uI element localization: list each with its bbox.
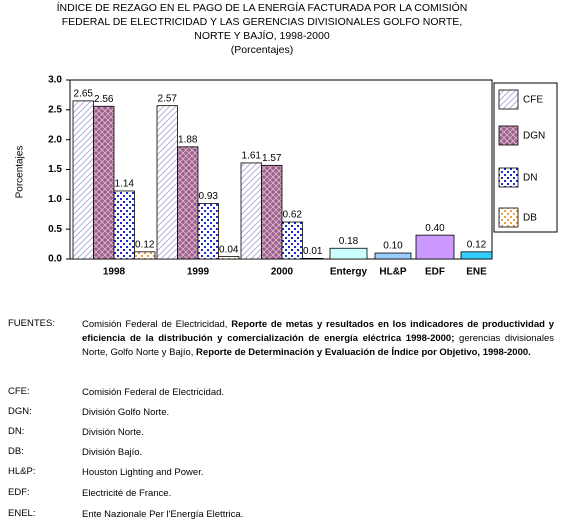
value-label: 2.56 [94,94,114,105]
note-label: DN: [8,426,25,437]
value-label: 0.93 [199,191,219,202]
note-part: Electricité de France. [82,488,172,499]
x-tick-label: 1998 [103,267,126,278]
legend-label: DN [523,173,537,184]
legend [493,82,558,233]
note-text: División Bajío. [82,446,554,460]
note-part: gerencias divisionales Norte, Golfo Nort… [82,333,554,358]
y-tick-label: 1.5 [48,164,62,175]
note-label: EDF: [8,487,30,498]
value-label: 0.12 [135,239,155,250]
chart: Porcentajes ÍNDICE DE REZAGO EN EL PAGO … [15,1,558,278]
note-text: Houston Lighting and Power. [82,466,554,480]
chart-title: ÍNDICE DE REZAGO EN EL PAGO DE LA ENERGÍ… [57,1,468,14]
note-label: FUENTES: [8,318,55,329]
note-part: Houston Lighting and Power. [82,467,204,478]
value-label: 2.57 [158,93,178,104]
y-tick-label: 3.0 [48,75,62,86]
bar [218,256,240,260]
bar [72,100,94,260]
bar [374,252,412,260]
bar [93,105,115,260]
value-label: 0.01 [303,246,323,257]
note-part: Comisión Federal de Electricidad, [82,319,232,330]
note-part: Reporte de Determinación y Evaluación de… [196,347,531,358]
value-label: 0.18 [339,236,359,247]
note-part: División Golfo Norte. [82,407,170,418]
note-part: Ente Nazionale Per l'Energía Elettrica. [82,509,244,520]
bar [302,258,324,260]
bar [329,247,368,260]
x-tick-label: HL&P [379,267,407,278]
note-label: DGN: [8,406,32,417]
note-text: Comisión Federal de Electricidad. [82,386,554,400]
legend-swatch [498,89,519,110]
legend-swatch [498,207,519,228]
value-label: 2.65 [74,89,94,100]
bar [113,190,135,260]
value-label: 0.62 [283,210,303,221]
value-label: 1.14 [115,179,135,190]
note-label: CFE: [8,386,30,397]
bar [134,251,156,260]
y-axis-label: Porcentajes [15,146,26,199]
x-tick-label: 1999 [187,267,210,278]
legend-swatch [498,125,519,146]
note-part: Reporte de metas y resultados en los ind… [82,319,554,344]
note-part: División Norte. [82,427,144,438]
value-label: 0.40 [425,223,445,234]
bar [156,105,178,260]
bar [240,162,262,260]
note-part: División Bajío. [82,447,143,458]
x-tick-label: ENE [466,267,487,278]
value-label: 0.12 [467,239,487,250]
x-tick-label: Entergy [330,267,368,278]
bar [177,146,199,260]
x-tick-label: 2000 [271,267,294,278]
bar [281,221,303,260]
value-label: 0.10 [383,241,403,252]
note-label: HL&P: [8,466,36,477]
chart-title: (Porcentajes) [231,44,293,56]
y-tick-label: 2.5 [48,104,62,115]
legend-label: CFE [523,95,543,106]
note-label: DB: [8,446,24,457]
chart-title: NORTE Y BAJÍO, 1998-2000 [194,29,330,42]
y-tick-label: 1.0 [48,194,62,205]
value-label: 0.04 [219,244,239,255]
bar [261,164,283,260]
y-tick-label: 0.5 [48,224,62,235]
note-text: Ente Nazionale Per l'Energía Elettrica. [82,508,554,522]
y-tick-label: 2.0 [48,134,62,145]
note-text: Comisión Federal de Electricidad, Report… [82,318,554,360]
note-text: Electricité de France. [82,487,554,501]
note-text: División Norte. [82,426,554,440]
value-label: 1.88 [178,134,198,145]
legend-swatch [498,167,519,188]
bar [197,203,219,260]
bar [460,251,493,260]
note-part: Comisión Federal de Electricidad. [82,387,225,398]
chart-title: FEDERAL DE ELECTRICIDAD Y LAS GERENCIAS … [62,16,462,28]
legend-label: DGN [523,131,545,142]
bar [415,234,455,260]
note-text: División Golfo Norte. [82,406,554,420]
x-tick-label: EDF [425,267,445,278]
legend-label: DB [523,213,537,224]
y-tick-label: 0.0 [48,254,62,265]
value-label: 1.57 [262,153,282,164]
note-label: ENEL: [8,508,36,519]
value-label: 1.61 [242,151,262,162]
